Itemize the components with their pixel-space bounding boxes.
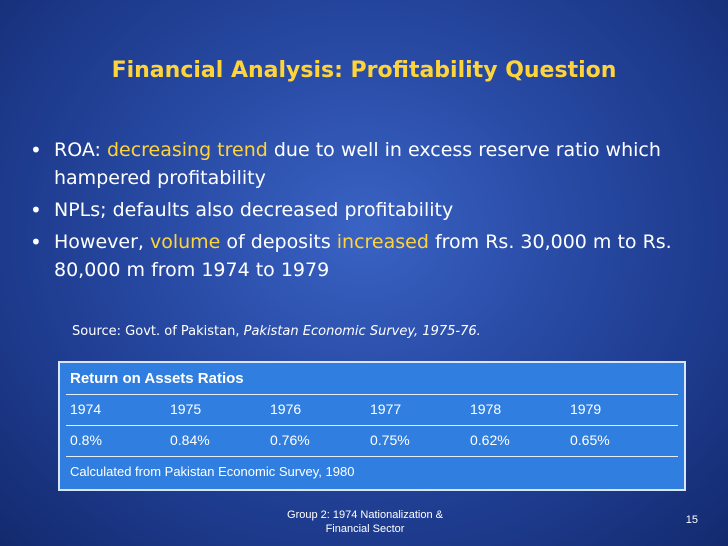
table-cell-year: 1977: [370, 401, 402, 417]
bullet-roa: • ROA: decreasing trend due to well in e…: [30, 136, 710, 192]
table-cell-year: 1975: [170, 401, 202, 417]
source-work: Pakistan Economic Survey, 1975-76.: [243, 324, 481, 339]
bullet-roa-prefix: ROA:: [54, 139, 107, 161]
table-cell-year: 1978: [470, 401, 502, 417]
bullet-deposits-highlight-volume: volume: [149, 231, 221, 253]
table-header: Return on Assets Ratios: [70, 370, 244, 387]
bullet-dot-icon: •: [30, 138, 42, 162]
footer-line-1: Group 2: 1974 Nationalization &: [287, 509, 443, 521]
slide-footer: Group 2: 1974 Nationalization & Financia…: [270, 508, 460, 536]
bullet-npls: • NPLs; defaults also decreased profitab…: [30, 196, 710, 224]
table-row-ratios: 0.8% 0.84% 0.76% 0.75% 0.62% 0.65%: [66, 425, 678, 457]
table-row-years: 1974 1975 1976 1977 1978 1979: [66, 394, 678, 426]
bullet-deposits: • However, volume of deposits increased …: [30, 228, 710, 284]
roa-table: Return on Assets Ratios 1974 1975 1976 1…: [58, 361, 686, 491]
page-number: 15: [685, 514, 698, 526]
slide-title: Financial Analysis: Profitability Questi…: [111, 58, 617, 83]
table-cell-ratio: 0.62%: [470, 432, 510, 448]
bullet-dot-icon: •: [30, 230, 42, 254]
source-label: Source: Govt. of Pakistan,: [72, 324, 244, 339]
bullet-deposits-prefix: However,: [54, 231, 150, 253]
table-cell-ratio: 0.76%: [270, 432, 310, 448]
footer-line-2: Financial Sector: [325, 523, 405, 535]
bullet-dot-icon: •: [30, 198, 42, 222]
table-cell-year: 1979: [570, 401, 602, 417]
bullet-roa-rest: due to well in excess reserve ratio whic…: [54, 139, 661, 189]
bullet-npls-text: NPLs; defaults also decreased profitabil…: [54, 199, 454, 221]
table-cell-ratio: 0.75%: [370, 432, 410, 448]
table-cell-year: 1974: [70, 401, 102, 417]
source-citation: Source: Govt. of Pakistan, Pakistan Econ…: [72, 324, 481, 339]
bullet-deposits-rest: from Rs. 30,000 m to Rs. 80,000 m from 1…: [54, 231, 672, 281]
bullet-deposits-mid: of deposits: [220, 231, 337, 253]
table-cell-ratio: 0.84%: [170, 432, 210, 448]
table-header-row: Return on Assets Ratios: [66, 363, 678, 395]
table-footnote: Calculated from Pakistan Economic Survey…: [70, 464, 355, 479]
bullet-deposits-highlight-increased: increased: [336, 231, 429, 253]
table-cell-ratio: 0.8%: [70, 432, 102, 448]
bullet-roa-highlight: decreasing trend: [106, 139, 268, 161]
table-cell-year: 1976: [270, 401, 302, 417]
table-cell-ratio: 0.65%: [570, 432, 610, 448]
bullet-list: • ROA: decreasing trend due to well in e…: [30, 136, 710, 288]
table-footnote-row: Calculated from Pakistan Economic Survey…: [66, 456, 678, 487]
